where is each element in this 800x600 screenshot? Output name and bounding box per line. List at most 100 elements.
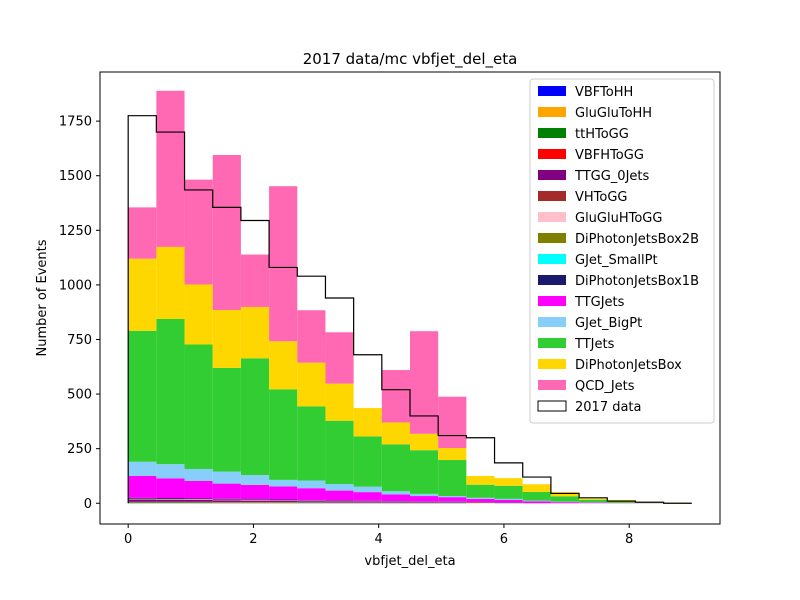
bar-segment <box>269 499 298 501</box>
bar-segment <box>240 306 270 359</box>
bar-segment <box>184 480 213 499</box>
x-tick-label: 8 <box>625 532 633 547</box>
y-axis-ticks: 0 250 500 750 1000 1250 1500 1750 <box>59 115 100 512</box>
bar-segment <box>325 501 354 503</box>
bar-segment <box>212 498 241 500</box>
bar-segment <box>156 90 185 247</box>
x-tick-label: 0 <box>124 532 132 547</box>
bar-segment <box>579 502 608 504</box>
bar-segment <box>240 500 270 502</box>
bar-segment <box>466 498 495 503</box>
bar-segment <box>550 502 580 504</box>
legend-swatch <box>538 380 566 390</box>
bar-segment <box>466 484 495 498</box>
legend: VBFToHH GluGluToHH ttHToGG VBFHToGG TTGG_0Je… <box>529 78 715 424</box>
bar-segment <box>579 499 608 503</box>
bar-segment <box>353 492 382 501</box>
bar-segment <box>184 284 213 345</box>
bar-segment <box>212 367 241 472</box>
bar-segment <box>128 461 157 476</box>
y-tick-label: 1000 <box>59 278 92 293</box>
bar-segment <box>128 501 157 503</box>
bar-segment <box>297 501 326 503</box>
bar-segment <box>156 499 185 502</box>
bar-segment <box>325 490 354 501</box>
bar-segment <box>494 478 523 486</box>
bar-segment <box>269 486 298 500</box>
bar-segment <box>522 500 551 502</box>
bar-segment <box>128 330 157 462</box>
bar-segment <box>240 254 270 307</box>
bar-segment <box>438 496 467 498</box>
bar-segment <box>297 406 326 481</box>
bar-segment <box>494 499 523 503</box>
bar-segment <box>353 486 382 493</box>
bar-segment <box>325 420 354 485</box>
bar-segment <box>156 478 185 499</box>
bar-segment <box>325 484 354 491</box>
legend-swatch <box>538 212 566 222</box>
x-tick-label: 2 <box>249 532 257 547</box>
legend-swatch <box>538 359 566 369</box>
y-tick-label: 1500 <box>59 169 92 184</box>
y-tick-label: 250 <box>67 442 92 457</box>
bar-segment <box>212 500 241 502</box>
bar-segment <box>240 499 270 500</box>
bar-segment <box>438 497 467 502</box>
bar-segment <box>184 501 213 503</box>
legend-label: TTGJets <box>574 295 625 310</box>
legend-label: GluGluToHH <box>575 106 652 121</box>
x-axis-ticks: 0 2 4 6 8 <box>124 524 633 547</box>
legend-label: ttHToGG <box>575 127 629 142</box>
data-histogram <box>127 115 692 504</box>
bar-segment <box>156 318 185 465</box>
bar-segment <box>494 498 523 500</box>
bar-segment <box>353 408 382 437</box>
legend-swatch <box>538 233 566 243</box>
bar-segment <box>297 310 326 363</box>
bar-segment <box>410 331 439 434</box>
bar-segment <box>156 498 185 499</box>
bar-segment <box>381 501 410 503</box>
legend-label: VBFToHH <box>575 85 633 100</box>
bar-segment <box>184 468 213 481</box>
data-step-line <box>127 115 692 504</box>
bar-segment <box>128 499 157 502</box>
legend-swatch <box>537 400 567 412</box>
legend-box <box>529 78 715 424</box>
legend-label: TTGG_0Jets <box>574 169 650 184</box>
legend-label: 2017 data <box>575 400 642 415</box>
y-tick-label: 750 <box>67 333 92 348</box>
bar-segment <box>269 186 298 342</box>
bar-segment <box>212 483 241 499</box>
bar-segment <box>128 207 157 259</box>
bar-segment <box>156 246 185 319</box>
bar-segment <box>381 491 410 495</box>
legend-label: QCD_Jets <box>575 379 635 394</box>
bar-segment <box>381 444 410 492</box>
bar-segment <box>381 422 410 445</box>
bar-segment <box>269 341 298 390</box>
bar-segment <box>297 362 326 407</box>
bar-segment <box>184 344 213 469</box>
legend-label: DiPhotonJetsBox2B <box>575 232 699 247</box>
bar-segment <box>410 433 439 451</box>
plot-frame <box>99 71 721 525</box>
bar-segment <box>128 258 157 331</box>
y-tick-label: 500 <box>67 388 92 403</box>
bar-segment <box>381 370 410 423</box>
bar-segment <box>522 484 551 492</box>
x-tick-label: 6 <box>500 532 508 547</box>
legend-swatch <box>538 191 566 201</box>
bar-segment <box>381 494 410 502</box>
legend-label: GluGluHToGG <box>575 211 662 226</box>
legend-swatch <box>538 275 566 285</box>
legend-label: DiPhotonJetsBox <box>575 358 682 373</box>
bar-segment <box>438 460 467 497</box>
legend-swatch <box>538 128 566 138</box>
legend-swatch <box>538 254 566 264</box>
bar-segment <box>184 179 213 285</box>
legend-label: GJet_SmallPt <box>575 253 658 268</box>
legend-label: VHToGG <box>575 190 628 205</box>
